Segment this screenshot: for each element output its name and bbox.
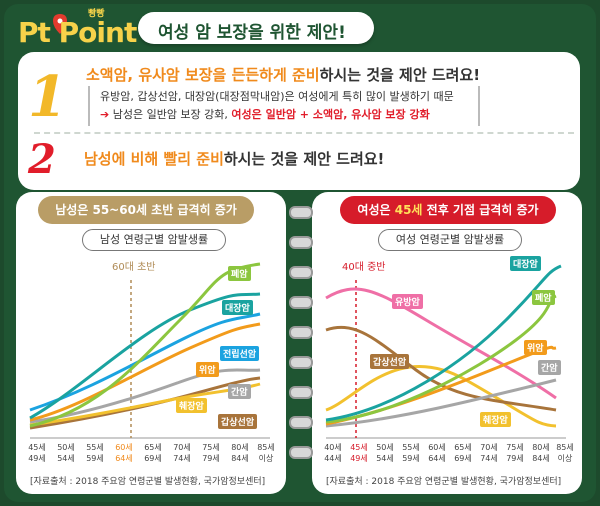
female-label-liver: 간암 [538, 360, 561, 375]
series-line-liver [325, 378, 557, 428]
recommend-women: 여성은 일반암 + 소액암, 유사암 보장 강화 [231, 108, 430, 121]
tick-label: 50세 54세 [57, 443, 75, 463]
tick-label: 85세 이상 [257, 443, 275, 463]
tick-label: 45세 49세 [28, 443, 46, 463]
female-label-lung: 폐암 [532, 290, 555, 305]
tick-label: 70세 74세 [480, 443, 498, 463]
tick-label: 65세 69세 [454, 443, 472, 463]
female-source-note: [자료출처 : 2018 주요암 연령군별 발생현황, 국가암정보센터] [326, 477, 562, 487]
series-line-lung [29, 262, 261, 428]
female-label-thyroid: 갑상선암 [370, 354, 410, 369]
tick-label: 50세 54세 [376, 443, 394, 463]
female-chart-header: 여성은 45세 전후 기점 급격히 증가 [340, 196, 556, 224]
binder-ring [289, 386, 313, 399]
binder-ring [289, 416, 313, 429]
tick-label: 75세 79세 [506, 443, 524, 463]
proposal-2-text: 남성에 비해 빨리 준비하시는 것을 제안 드려요! [84, 148, 384, 169]
logo-text: Pt Point [18, 16, 137, 49]
logo-pin-icon [53, 14, 67, 34]
proposal-1-text: 소액암, 유사암 보장을 든든하게 준비하시는 것을 제안 드려요! [86, 64, 480, 85]
male-label-prostate: 전립선암 [220, 346, 260, 361]
male-source-note: [자료출처 : 2018 주요암 연령군별 발생현황, 국가암정보센터] [30, 477, 266, 487]
male-label-colorectal: 대장암 [222, 300, 253, 315]
binder-ring [289, 356, 313, 369]
recommend-line: ➔ 남성은 일반암 보장 강화, 여성은 일반암 + 소액암, 유사암 보장 강… [100, 106, 430, 122]
series-line-colorectal [325, 264, 562, 422]
female-header-post: 전후 기점 급격히 증가 [426, 203, 539, 217]
logo-tag: 빵빵 [88, 9, 105, 19]
female-header-age: 45세 [394, 203, 423, 217]
binder-ring [289, 236, 313, 249]
tick-label: 75세 79세 [202, 443, 220, 463]
male-chart-header: 남성은 55~60세 초반 급격히 증가 [38, 196, 254, 224]
arrow-icon: ➔ [100, 108, 110, 121]
male-age-marker-label: 60대 초반 [112, 262, 156, 273]
proposal-number-1: 1 [28, 64, 67, 130]
male-label-thyroid: 갑상선암 [218, 414, 258, 429]
tick-label: 60세 64세 [115, 443, 133, 463]
female-age-marker-label: 40대 중반 [342, 262, 386, 273]
tick-label: 70세 74세 [173, 443, 191, 463]
proposal-1-rest: 하시는 것을 제안 드려요! [319, 66, 481, 84]
proposal-2-highlight: 남성에 비해 빨리 준비 [84, 150, 224, 168]
reason-line: 유방암, 갑상선암, 대장암(대장점막내암)은 여성에게 특히 많이 발생하기 … [100, 90, 454, 103]
female-x-ticks: 40세 44세 45세 49세 50세 54세 55세 59세 60세 64세 65세 69… [316, 442, 578, 468]
male-x-ticks: 45세 49세 50세 54세 55세 59세 60세 64세 65세 69세 70세 74… [20, 442, 282, 468]
title-banner: 여성 암 보장을 위한 제안! [138, 12, 374, 44]
tick-label: 45세 49세 [350, 443, 368, 463]
series-line-prostate [29, 312, 261, 412]
series-line-thyroid [325, 325, 557, 412]
tick-label: 60세 64세 [428, 443, 446, 463]
tick-label: 80세 84세 [532, 443, 550, 463]
binder-ring [289, 206, 313, 219]
proposal-number-2: 2 [28, 136, 56, 183]
female-chart-caption: 여성 연령군별 암발생률 [378, 229, 522, 251]
binder-ring [289, 446, 313, 459]
male-label-liver: 간암 [228, 384, 251, 399]
series-line-liver [29, 368, 261, 424]
binder-ring [289, 326, 313, 339]
recommend-men: 남성은 일반암 보장 강화, [112, 108, 228, 121]
female-label-pancreas: 췌장암 [480, 412, 511, 427]
proposal-2-rest: 하시는 것을 제안 드려요! [223, 150, 385, 168]
series-line-breast [325, 287, 557, 400]
reason-bracket [88, 86, 480, 126]
female-label-stomach: 위암 [524, 340, 547, 355]
female-label-breast: 유방암 [392, 294, 423, 309]
proposal-panel [18, 52, 580, 190]
tick-label: 65세 69세 [144, 443, 162, 463]
page-title: 여성 암 보장을 위한 제안! [158, 23, 346, 43]
pt-point-logo [8, 10, 138, 52]
tick-label: 85세 이상 [556, 443, 574, 463]
tick-label: 55세 59세 [402, 443, 420, 463]
male-chart-caption: 남성 연령군별 암발생률 [82, 229, 226, 251]
tick-label: 80세 84세 [231, 443, 249, 463]
male-label-lung: 폐암 [228, 266, 251, 281]
binder-ring [289, 296, 313, 309]
proposal-1-highlight: 소액암, 유사암 보장을 든든하게 준비 [86, 66, 320, 84]
female-label-colorectal: 대장암 [510, 256, 541, 271]
male-incidence-chart [29, 262, 270, 439]
divider [34, 132, 574, 134]
male-label-stomach: 위암 [196, 362, 219, 377]
tick-label: 40세 44세 [324, 443, 342, 463]
binder-ring [289, 266, 313, 279]
tick-label: 55세 59세 [86, 443, 104, 463]
male-label-pancreas: 췌장암 [176, 398, 207, 413]
female-header-pre: 여성은 [357, 203, 391, 217]
series-line-colorectal [29, 292, 261, 420]
series-line-stomach [29, 322, 261, 422]
